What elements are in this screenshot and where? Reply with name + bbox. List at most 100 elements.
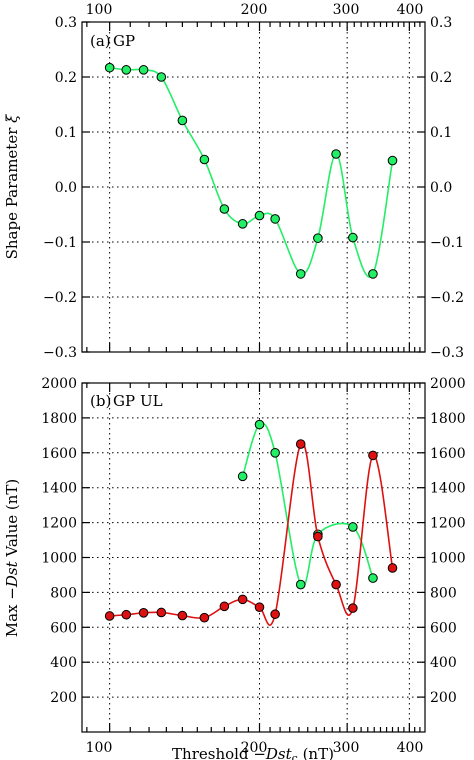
x-axis-label-sub: c — [292, 752, 298, 760]
panel-b-series-ul-point-370 — [387, 563, 398, 573]
panel-b-series-gp-point-308 — [348, 522, 358, 532]
bottom-x-tick-label-400: 400 — [397, 740, 424, 756]
panel-a-series-gp-point-108 — [121, 65, 132, 75]
panel-b-y-tick-label-left-800: 800 — [50, 585, 77, 601]
panel-a-series — [104, 62, 398, 279]
panel-b-y-tick-label-left-1000: 1000 — [41, 551, 77, 567]
panel-a-legend-gp: GP — [113, 32, 135, 50]
panel-b-series-ul-point-155 — [199, 612, 210, 623]
panel-b-series-ul-point-170 — [219, 601, 230, 612]
panel-a-series-gp-point-155 — [199, 154, 210, 165]
panel-a-y-tick-label-right-0-3: −0.3 — [430, 345, 464, 361]
top-x-tick-labels: 100 200 300 400 — [86, 2, 424, 18]
panel-a-series-gp-point-170 — [219, 204, 230, 214]
panel-a-shape-parameter: −0.3 −0.2 −0.1 0.0 0.1 0.2 0.3 −0.3 −0.2 −0.1 0.0… — [3, 15, 464, 361]
bottom-x-tick-labels: 100 200 300 400 — [86, 740, 424, 756]
panel-a-series-gp-point-215 — [270, 214, 280, 224]
panel-a-series-gp-point-117 — [138, 65, 149, 75]
panel-b-series-gp-line — [241, 422, 374, 588]
panel-b-legend-gp: GP — [113, 392, 135, 410]
top-x-tick-label-100: 100 — [86, 2, 113, 18]
panel-b-y-tick-label-left-2000: 2000 — [41, 376, 77, 392]
panel-b-series — [104, 419, 398, 626]
panel-b-series-gp-point-185 — [237, 471, 248, 482]
panel-b-legend-ul: UL — [140, 392, 163, 410]
panel-a-y-tick-labels-right: −0.3 −0.2 −0.1 0.0 0.1 0.2 0.3 — [430, 15, 464, 361]
panel-b-y-axis-label-var: −Dst — [3, 560, 21, 599]
panel-b-y-tick-labels-left: 200 400 600 800 1000 1200 1400 1600 1800 2000 — [41, 376, 77, 706]
panel-a-y-tick-label-left-0-1: 0.1 — [55, 125, 77, 141]
panel-b-series-ul-point-185 — [237, 594, 248, 605]
panel-b-y-tick-label-left-200: 200 — [50, 690, 77, 706]
panel-b-y-tick-label-right-800: 800 — [430, 585, 457, 601]
panel-a-series-gp-point-100 — [104, 62, 115, 73]
panel-b-y-axis-label-suffix: Value (nT) — [3, 479, 21, 562]
panel-a-series-gp-point-140 — [177, 115, 188, 126]
panel-b-label: (b) — [90, 392, 111, 410]
panel-b-series-ul-point-200 — [254, 602, 265, 613]
x-axis-label-var: −Dst — [253, 745, 292, 760]
panel-b-max-dst: 200 400 600 800 1000 1200 1400 1600 1800 2000 200… — [3, 376, 466, 733]
panel-a-series-gp-point-200 — [254, 210, 265, 221]
panel-b-series-ul-point-140 — [177, 610, 188, 621]
panel-b-series-ul-point-215 — [270, 609, 280, 620]
top-x-tick-label-400: 400 — [397, 2, 424, 18]
panel-b-y-tick-label-right-1200: 1200 — [430, 516, 466, 532]
bottom-x-tick-label-100: 100 — [86, 740, 113, 756]
panel-a-y-tick-label-left-0-0: 0.0 — [55, 180, 77, 196]
panel-a-grid — [82, 22, 425, 352]
panel-b-series-gp-point-242 — [295, 579, 306, 590]
panel-b-y-tick-label-right-1600: 1600 — [430, 446, 466, 462]
panel-b-y-axis-label: Max −Dst Value (nT) — [3, 479, 21, 638]
panel-b-y-tick-label-left-1400: 1400 — [41, 481, 77, 497]
panel-b-y-tick-label-right-1800: 1800 — [430, 411, 466, 427]
panel-a-series-gp-point-370 — [387, 155, 398, 166]
panel-b-series-ul-point-338 — [368, 450, 378, 461]
panel-b-series-ul-point-117 — [138, 608, 149, 618]
panel-b-series-ul-point-108 — [121, 609, 132, 620]
panel-b-y-tick-label-left-400: 400 — [50, 655, 77, 671]
panel-b-y-tick-label-left-1800: 1800 — [41, 411, 77, 427]
panel-a-y-tick-label-left-0-2: 0.2 — [55, 70, 77, 86]
panel-b-series-ul-point-127 — [156, 607, 167, 618]
panel-b-series-gp-point-215 — [270, 448, 280, 458]
top-x-tick-label-300: 300 — [333, 2, 360, 18]
panel-b-series-gp-point-200 — [254, 419, 265, 430]
panel-a-y-axis-label-text: Shape Parameter — [3, 123, 21, 260]
panel-a-y-tick-label-right-0-0: 0.0 — [430, 180, 452, 196]
panel-a-series-gp-point-127 — [156, 72, 167, 82]
panel-b-grid — [82, 383, 425, 732]
panel-b-series-ul-point-242 — [295, 439, 306, 449]
panel-b-y-tick-label-right-1400: 1400 — [430, 481, 466, 497]
panel-a-series-gp-point-262 — [313, 233, 323, 243]
panel-a-series-gp-line — [109, 66, 394, 278]
x-axis-label-suffix: (nT) — [298, 745, 334, 760]
panel-a-y-axis-label-symbol: ξ — [3, 114, 21, 123]
panel-a-y-tick-label-left-0-1: −0.1 — [43, 235, 77, 251]
panel-a-y-tick-label-right-0-2: 0.2 — [430, 70, 452, 86]
panel-a-y-tick-label-left-0-3: −0.3 — [43, 345, 77, 361]
bottom-x-tick-label-200: 200 — [241, 740, 268, 756]
panel-b-ticks — [82, 382, 425, 732]
panel-a-y-tick-labels-left: −0.3 −0.2 −0.1 0.0 0.1 0.2 0.3 — [43, 15, 77, 361]
panel-b-y-tick-label-right-2000: 2000 — [430, 376, 466, 392]
panel-a-label: (a) — [90, 32, 111, 50]
panel-a-y-axis-label: Shape Parameter ξ — [3, 114, 21, 260]
panel-a-y-tick-label-right-0-2: −0.2 — [430, 290, 464, 306]
panel-b-series-gp-point-338 — [368, 573, 378, 583]
panel-b-y-tick-label-left-1200: 1200 — [41, 516, 77, 532]
panel-a-series-gp-point-338 — [368, 269, 378, 279]
panel-b-series-ul-point-308 — [348, 603, 358, 613]
panel-b-y-tick-label-right-1000: 1000 — [430, 551, 466, 567]
panel-b-y-tick-label-right-400: 400 — [430, 655, 457, 671]
panel-a-series-gp-point-285 — [331, 149, 341, 159]
x-axis-label: Threshold −Dstc (nT) — [172, 745, 334, 760]
panel-b-series-ul-point-285 — [331, 579, 341, 590]
panel-a-y-tick-label-right-0-1: −0.1 — [430, 235, 464, 251]
panel-b-series-ul-point-100 — [104, 611, 115, 621]
panel-b-series-ul-point-262 — [313, 531, 323, 542]
panel-b-y-tick-label-left-1600: 1600 — [41, 446, 77, 462]
top-x-tick-label-200: 200 — [241, 2, 268, 18]
panel-a-series-gp-point-308 — [348, 232, 358, 243]
